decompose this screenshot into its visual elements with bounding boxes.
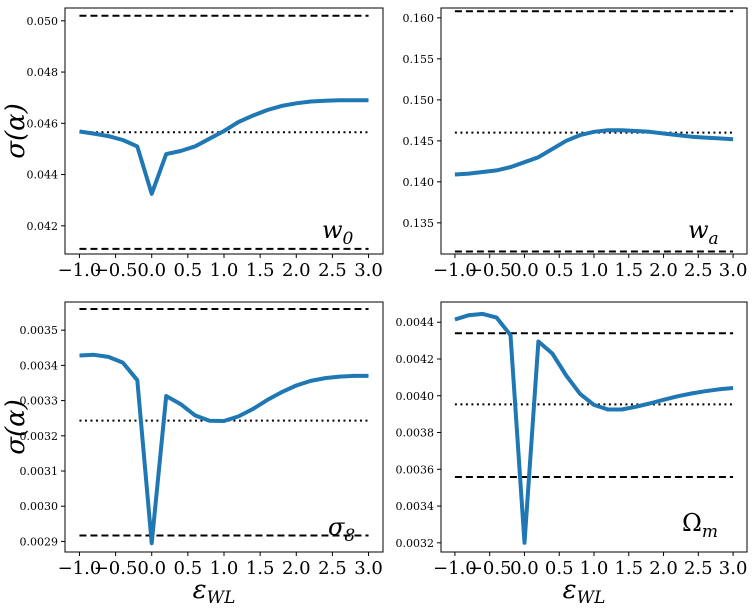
x-tick-label: 0.5 [545,260,574,281]
y-tick-label: 0.145 [403,135,435,148]
y-tick-label: 0.0034 [396,500,435,513]
y-tick-label: 0.044 [27,169,59,182]
x-tick-label: 1.5 [614,260,643,281]
x-tick-label: 2.0 [649,558,678,579]
panel-label: σ8 [328,513,355,546]
y-tick-label: 0.0031 [20,465,59,478]
y-tick-label: 0.0032 [396,537,435,550]
x-tick-label: 2.5 [684,558,713,579]
x-tick-label: 0.0 [137,558,166,579]
y-tick-label: 0.0044 [396,316,435,329]
y-tick-label: 0.155 [403,53,435,66]
y-tick-label: 0.0030 [20,500,59,513]
x-tick-label: 0.5 [174,558,203,579]
x-tick-label: 1.5 [614,558,643,579]
y-tick-label: 0.050 [27,15,59,28]
y-tick-label: 0.0038 [396,427,435,440]
y-tick-label: 0.0032 [20,430,59,443]
x-tick-label: 3.0 [354,260,383,281]
x-tick-label: 3.0 [719,260,748,281]
y-tick-label: 0.042 [27,220,59,233]
x-tick-label: 1.5 [246,558,275,579]
x-tick-label: 1.0 [210,260,239,281]
x-tick-label: 2.0 [282,558,311,579]
x-tick-label: −1.0 [433,558,477,579]
x-tick-label: −1.0 [433,260,477,281]
panel-label: wa [688,216,719,249]
x-axis-label: εWL [563,575,606,608]
x-tick-label: −0.5 [94,558,138,579]
y-tick-label: 0.150 [403,94,435,107]
panel-label: Ωm [682,509,718,542]
y-tick-label: 0.0033 [20,395,59,408]
y-tick-label: 0.140 [403,176,435,189]
x-tick-label: 0.0 [137,260,166,281]
x-tick-label: −0.5 [94,260,138,281]
series-line [79,98,369,196]
y-tick-label: 0.160 [403,12,435,25]
x-tick-label: 0.5 [174,260,203,281]
x-axis-label: εWL [193,575,236,608]
panel-1: 0.042 0.044 0.046 0.048 0.050 −1.0−0.5 0.0 0.5 1… [1,7,384,281]
x-tick-label: 1.0 [210,558,239,579]
y-tick-label: 0.0029 [20,535,59,548]
panel-4: 0.00320.00340.00360.00380.00400.00420.00… [396,301,748,608]
y-tick-label: 0.0036 [396,463,435,476]
x-tick-label: 0.0 [510,260,539,281]
y-tick-label: 0.0034 [20,359,59,372]
series-line [454,128,734,177]
x-tick-label: −1.0 [58,260,102,281]
x-tick-label: 2.5 [318,260,347,281]
y-tick-label: 0.0040 [396,390,435,403]
panel-label: w0 [322,216,354,249]
x-tick-label: 3.0 [719,558,748,579]
y-axis-label: σ(α) [1,399,31,455]
y-axis-label: σ(α) [1,103,31,159]
x-tick-label: −1.0 [58,558,102,579]
series-line [454,311,734,545]
y-tick-label: 0.046 [27,117,59,130]
y-tick-label: 0.0035 [20,324,59,337]
panel-3: 0.00290.00300.00310.00320.00330.00340.00… [1,301,384,608]
y-tick-label: 0.0042 [396,353,435,366]
x-tick-label: 2.5 [684,260,713,281]
x-tick-label: 1.0 [580,260,609,281]
x-tick-label: 1.0 [580,558,609,579]
x-tick-label: 1.5 [246,260,275,281]
y-tick-label: 0.048 [27,66,59,79]
x-tick-label: −0.5 [468,260,512,281]
x-tick-label: 3.0 [354,558,383,579]
x-tick-label: 2.0 [649,260,678,281]
x-tick-label: 0.0 [510,558,539,579]
panel-2: 0.1350.1400.1450.1500.1550.160−1.0−0.50.… [403,7,748,281]
x-tick-label: −0.5 [468,558,512,579]
x-tick-label: 2.0 [282,260,311,281]
x-tick-label: 0.5 [545,558,574,579]
series-line [79,352,369,546]
y-tick-label: 0.135 [403,217,435,230]
x-tick-label: 2.5 [318,558,347,579]
